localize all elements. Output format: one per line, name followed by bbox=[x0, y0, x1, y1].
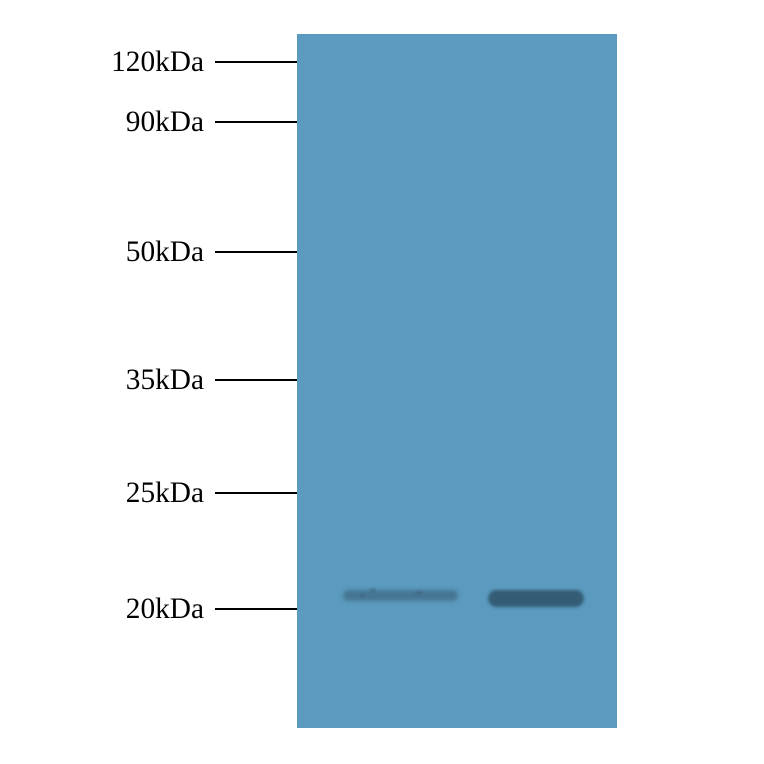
marker-label-90kda: 90kDa bbox=[126, 106, 204, 139]
marker-tick-50kda bbox=[215, 251, 297, 253]
noise-speck bbox=[415, 591, 423, 594]
blot-membrane bbox=[297, 34, 617, 728]
noise-speck bbox=[370, 588, 376, 592]
marker-tick-25kda bbox=[215, 492, 297, 494]
marker-label-120kda: 120kDa bbox=[111, 46, 204, 79]
marker-tick-35kda bbox=[215, 379, 297, 381]
band-lane2 bbox=[488, 590, 584, 607]
figure-container: 120kDa 90kDa 50kDa 35kDa 25kDa 20kDa bbox=[0, 0, 764, 764]
marker-label-50kda: 50kDa bbox=[126, 236, 204, 269]
marker-label-35kda: 35kDa bbox=[126, 364, 204, 397]
noise-speck bbox=[360, 594, 365, 597]
marker-tick-90kda bbox=[215, 121, 297, 123]
marker-label-25kda: 25kDa bbox=[126, 477, 204, 510]
marker-label-20kda: 20kDa bbox=[126, 593, 204, 626]
marker-tick-120kda bbox=[215, 61, 297, 63]
marker-tick-20kda bbox=[215, 608, 297, 610]
